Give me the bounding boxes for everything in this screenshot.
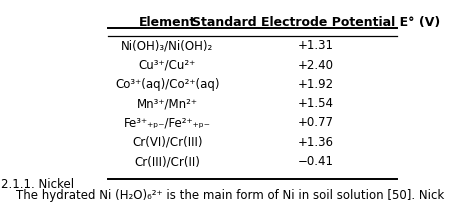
Text: +2.40: +2.40	[298, 59, 334, 72]
Text: The hydrated Ni (H₂O)₆²⁺ is the main form of Ni in soil solution [50]. Nick: The hydrated Ni (H₂O)₆²⁺ is the main for…	[1, 189, 445, 202]
Text: +1.31: +1.31	[298, 39, 334, 52]
Text: Cu³⁺/Cu²⁺: Cu³⁺/Cu²⁺	[139, 59, 196, 72]
Text: Standard Electrode Potential E° (V): Standard Electrode Potential E° (V)	[191, 16, 440, 29]
Text: +1.36: +1.36	[298, 136, 334, 149]
Text: +1.92: +1.92	[298, 78, 334, 91]
Text: Cr(VI)/Cr(III): Cr(VI)/Cr(III)	[132, 136, 203, 149]
Text: Ni(OH)₃/Ni(OH)₂: Ni(OH)₃/Ni(OH)₂	[121, 39, 214, 52]
Text: −0.41: −0.41	[298, 155, 334, 168]
Text: Co³⁺(aq)/Co²⁺(aq): Co³⁺(aq)/Co²⁺(aq)	[115, 78, 219, 91]
Text: Cr(III)/Cr(II): Cr(III)/Cr(II)	[135, 155, 201, 168]
Text: 2.1.1. Nickel: 2.1.1. Nickel	[1, 178, 74, 191]
Text: Fe³⁺₊ₚ₋/Fe²⁺₊ₚ₋: Fe³⁺₊ₚ₋/Fe²⁺₊ₚ₋	[124, 116, 211, 130]
Text: +0.77: +0.77	[298, 116, 334, 130]
Text: Mn³⁺/Mn²⁺: Mn³⁺/Mn²⁺	[137, 97, 198, 110]
Text: +1.54: +1.54	[298, 97, 334, 110]
Text: Element: Element	[139, 16, 196, 29]
